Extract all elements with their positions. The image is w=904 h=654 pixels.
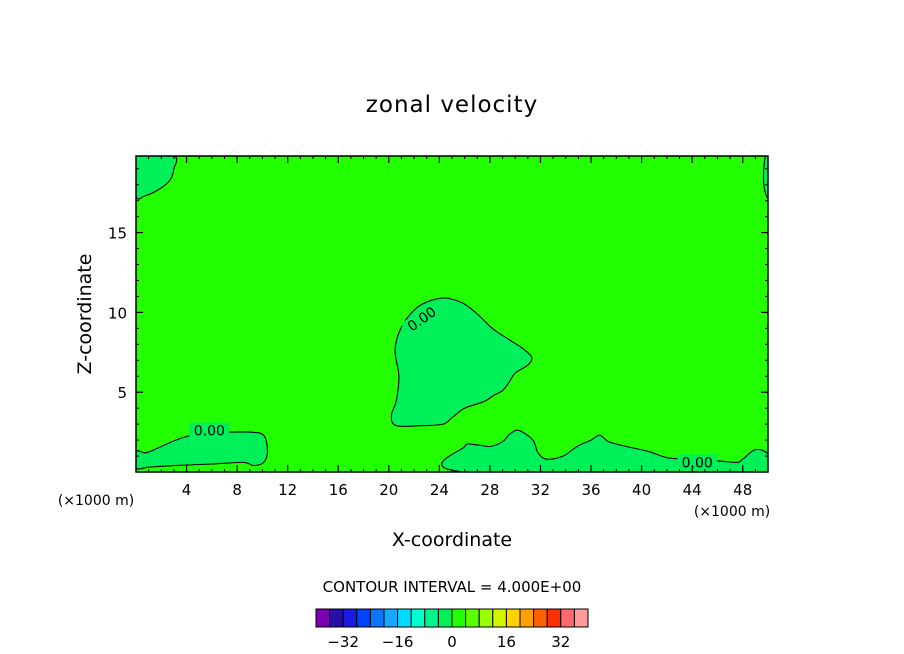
contour-region-left-lower-band xyxy=(136,431,269,470)
colorbar-swatch xyxy=(342,608,358,628)
y-tick-label: 15 xyxy=(108,225,127,243)
plot-area: 0.000.000.00 xyxy=(136,156,768,472)
colorbar-swatch xyxy=(437,608,453,628)
colorbar-swatch xyxy=(478,608,494,628)
x-tick-label: 24 xyxy=(430,481,449,499)
contour-label-1: 0.00 xyxy=(194,424,225,440)
colorbar-swatch xyxy=(573,608,589,628)
x-tick-label: 36 xyxy=(581,481,600,499)
colorbar: −32 −16 0 16 32 xyxy=(315,608,589,651)
x-tick-label: 48 xyxy=(733,481,752,499)
x-units-left: (×1000 m) xyxy=(58,493,134,509)
colorbar-swatch xyxy=(356,608,371,628)
y-tick-label: 10 xyxy=(108,304,127,322)
colorbar-tick-label: 0 xyxy=(447,633,457,651)
x-tick-label: 8 xyxy=(232,481,242,499)
colorbar-tick-label: −16 xyxy=(382,633,414,651)
x-units-right: (×1000 m) xyxy=(694,504,770,520)
x-tick-label: 40 xyxy=(632,481,651,499)
x-tick-label: 44 xyxy=(683,481,702,499)
contour-label-bg-2 xyxy=(677,454,718,471)
colorbar-swatch xyxy=(315,608,331,628)
colorbar-swatch xyxy=(451,608,467,628)
x-tick-label: 28 xyxy=(480,481,499,499)
colorbar-swatch xyxy=(492,608,507,628)
x-tick-label: 16 xyxy=(329,481,348,499)
colorbar-swatch xyxy=(369,608,385,628)
colorbar-swatch xyxy=(533,608,548,628)
colorbar-swatch xyxy=(560,608,575,628)
contour-label-2: 0.00 xyxy=(682,455,713,471)
x-tick-label: 12 xyxy=(278,481,297,499)
contour-label-bg-0 xyxy=(400,300,443,337)
colorbar-tick-label: 32 xyxy=(551,633,570,651)
colorbar-swatch xyxy=(546,608,562,628)
chart-title: zonal velocity xyxy=(366,92,538,118)
y-tick-label: 5 xyxy=(117,384,127,402)
x-axis-label: X-coordinate xyxy=(392,529,512,551)
y-axis-label: Z-coordinate xyxy=(74,254,96,375)
colorbar-tick-label: 16 xyxy=(497,633,516,651)
colorbar-label: CONTOUR INTERVAL = 4.000E+00 xyxy=(323,578,582,596)
colorbar-swatch xyxy=(410,608,426,628)
colorbar-swatch xyxy=(424,608,439,628)
colorbar-swatch xyxy=(397,608,412,628)
colorbar-tick-label: −32 xyxy=(327,633,359,651)
colorbar-swatch xyxy=(329,608,344,628)
colorbar-swatch xyxy=(519,608,535,628)
contour-region-central-blob xyxy=(390,297,533,428)
x-tick-label: 20 xyxy=(379,481,398,499)
x-tick-label: 4 xyxy=(182,481,192,499)
contour-label-bg-1 xyxy=(189,422,230,439)
colorbar-swatch xyxy=(505,608,521,628)
x-tick-label: 32 xyxy=(531,481,550,499)
contour-region-upper-right-corner xyxy=(762,156,768,198)
colorbar-swatch xyxy=(383,608,399,628)
colorbar-swatch xyxy=(465,608,480,628)
